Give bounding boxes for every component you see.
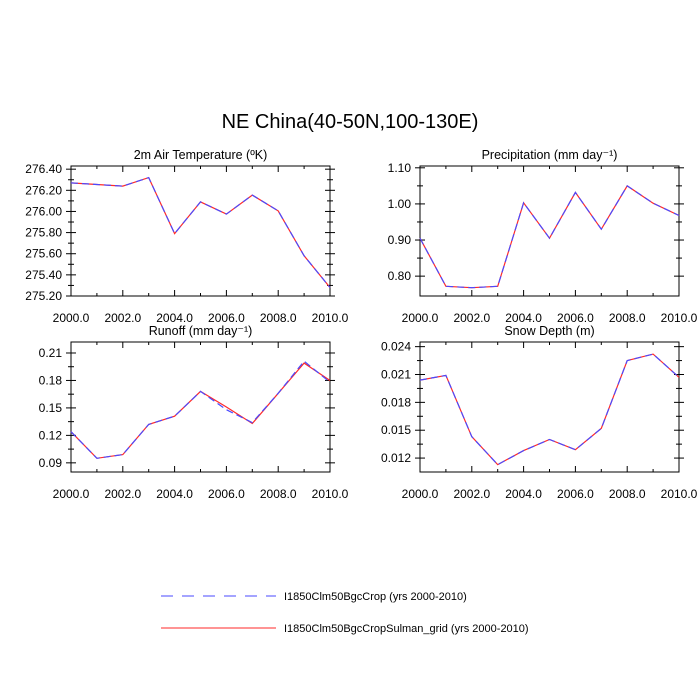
y-tick-label: 276.20: [25, 183, 62, 197]
y-tick-label: 276.00: [25, 204, 62, 218]
y-tick-label: 0.12: [39, 428, 63, 442]
panel-snow-depth: Snow Depth (m) 2000.0 2002.0 2004.0 2006.0 20…: [381, 324, 698, 501]
y-tick-label: 0.80: [388, 269, 412, 283]
y-tick-label: 0.21: [39, 346, 63, 360]
series-line-bgccrop: [70, 360, 331, 459]
y-tick-label: 275.60: [25, 247, 62, 261]
y-tick-label: 0.18: [39, 373, 63, 387]
x-tick-label: 2008.0: [260, 311, 297, 325]
panel-title: Snow Depth (m): [504, 324, 594, 338]
x-tick-label: 2004.0: [505, 311, 542, 325]
x-tick-label: 2000.0: [402, 487, 439, 501]
figure-title: NE China(40-50N,100-130E): [221, 111, 479, 133]
x-tick-label: 2002.0: [453, 487, 490, 501]
x-tick-label: 2004.0: [505, 487, 542, 501]
x-tick-label: 2008.0: [260, 487, 297, 501]
y-tick-label: 0.021: [381, 368, 411, 382]
x-tick-label: 2010.0: [661, 487, 698, 501]
legend-label: I1850Clm50BgcCropSulman_grid (yrs 2000-2…: [284, 623, 529, 635]
y-tick-label: 0.012: [381, 451, 411, 465]
panel-title: 2m Air Temperature (ºK): [134, 148, 268, 162]
panel-title: Runoff (mm day⁻¹): [149, 324, 253, 338]
x-tick-label: 2004.0: [156, 311, 193, 325]
series-line-bgccrop: [419, 185, 680, 289]
x-tick-label: 2006.0: [557, 487, 594, 501]
y-tick-label: 0.15: [39, 401, 63, 415]
series-line-sulman-grid: [419, 353, 680, 466]
x-tick-label: 2000.0: [53, 311, 90, 325]
x-tick-label: 2006.0: [208, 311, 245, 325]
x-tick-label: 2010.0: [312, 311, 349, 325]
panel-air-temperature: 2m Air Temperature (ºK) 2000.0 2002.0 2004.…: [25, 148, 348, 325]
legend: I1850Clm50BgcCrop (yrs 2000-2010) I1850C…: [161, 591, 529, 635]
y-tick-label: 0.018: [381, 395, 411, 409]
y-tick-label: 1.10: [388, 161, 412, 175]
x-tick-label: 2006.0: [208, 487, 245, 501]
plot-frame: [419, 165, 680, 297]
x-tick-label: 2006.0: [557, 311, 594, 325]
panel-runoff: Runoff (mm day⁻¹) 2000.0 2002.0 2004.0 2006.…: [39, 324, 349, 501]
y-tick-label: 0.015: [381, 423, 411, 437]
series-line-bgccrop: [70, 176, 331, 288]
y-tick-label: 276.40: [25, 162, 62, 176]
series-line-sulman-grid: [419, 185, 680, 289]
y-tick-label: 1.00: [388, 197, 412, 211]
legend-label: I1850Clm50BgcCrop (yrs 2000-2010): [284, 591, 467, 603]
x-tick-label: 2000.0: [402, 311, 439, 325]
y-tick-label: 0.90: [388, 233, 412, 247]
x-tick-label: 2008.0: [609, 487, 646, 501]
x-tick-label: 2008.0: [609, 311, 646, 325]
y-tick-label: 0.09: [39, 456, 63, 470]
y-tick-label: 0.024: [381, 340, 411, 354]
x-tick-label: 2002.0: [104, 487, 141, 501]
panel-title: Precipitation (mm day⁻¹): [482, 148, 618, 162]
series-line-bgccrop: [419, 353, 680, 466]
panel-precipitation: Precipitation (mm day⁻¹) 2000.0 2002.0 2004…: [388, 148, 698, 325]
x-tick-label: 2010.0: [661, 311, 698, 325]
plot-frame: [70, 341, 331, 473]
x-tick-label: 2002.0: [104, 311, 141, 325]
y-tick-label: 275.40: [25, 268, 62, 282]
x-tick-label: 2004.0: [156, 487, 193, 501]
y-tick-label: 275.20: [25, 289, 62, 303]
x-tick-label: 2002.0: [453, 311, 490, 325]
x-tick-label: 2010.0: [312, 487, 349, 501]
x-tick-label: 2000.0: [53, 487, 90, 501]
y-tick-label: 275.80: [25, 226, 62, 240]
